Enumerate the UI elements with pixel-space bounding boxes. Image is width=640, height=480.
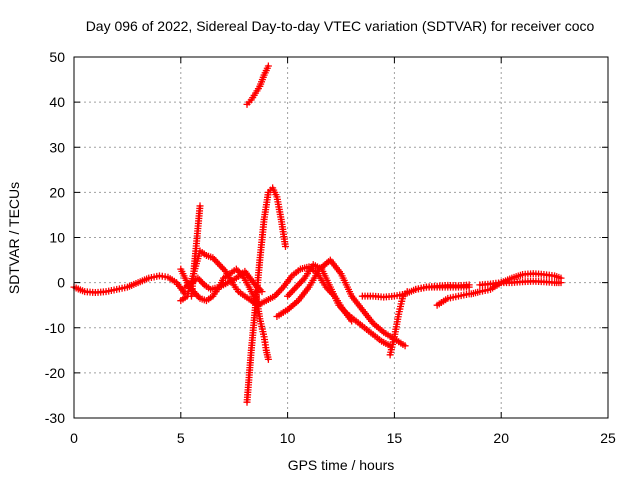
series-track-o xyxy=(433,290,473,309)
series-track-q xyxy=(476,277,565,289)
data-point xyxy=(401,342,409,350)
y-tick-label: 40 xyxy=(49,94,65,110)
series-track-j xyxy=(273,256,409,350)
x-tick-label: 10 xyxy=(280,430,296,446)
y-tick-label: -10 xyxy=(45,320,65,336)
series-track-k xyxy=(284,261,394,350)
x-tick-label: 15 xyxy=(387,430,403,446)
axis-ticks: 0 5 10 15 20 25 -30 -20 -10 0 10 20 30 40 50 xyxy=(45,49,616,446)
x-tick-label: 25 xyxy=(600,430,616,446)
data-point xyxy=(264,355,272,363)
data-point xyxy=(258,288,266,296)
y-tick-label: 20 xyxy=(49,184,65,200)
y-tick-label: 10 xyxy=(49,230,65,246)
chart-title: Day 096 of 2022, Sidereal Day-to-day VTE… xyxy=(86,18,595,34)
data-point xyxy=(196,202,204,210)
data-point xyxy=(557,279,565,287)
y-tick-label: 30 xyxy=(49,139,65,155)
x-tick-label: 0 xyxy=(70,430,78,446)
series-track-f xyxy=(243,184,289,406)
y-axis-label: SDTVAR / TECUs xyxy=(6,182,22,294)
series-track-g xyxy=(252,288,272,363)
x-tick-label: 20 xyxy=(493,430,509,446)
y-tick-label: -20 xyxy=(45,365,65,381)
series-track-e xyxy=(187,202,204,300)
x-tick-label: 5 xyxy=(177,430,185,446)
data-point xyxy=(465,281,473,289)
series-track-n xyxy=(412,281,473,293)
data-point xyxy=(281,243,289,251)
series-track-h xyxy=(243,62,272,108)
series-track-a xyxy=(70,272,189,298)
data-point xyxy=(264,62,272,70)
series-layer xyxy=(70,62,565,406)
grid xyxy=(74,57,608,418)
y-tick-label: 0 xyxy=(57,275,65,291)
y-tick-label: -30 xyxy=(45,410,65,426)
x-axis-label: GPS time / hours xyxy=(288,457,395,473)
y-tick-label: 50 xyxy=(49,49,65,65)
series-track-d xyxy=(181,267,266,296)
